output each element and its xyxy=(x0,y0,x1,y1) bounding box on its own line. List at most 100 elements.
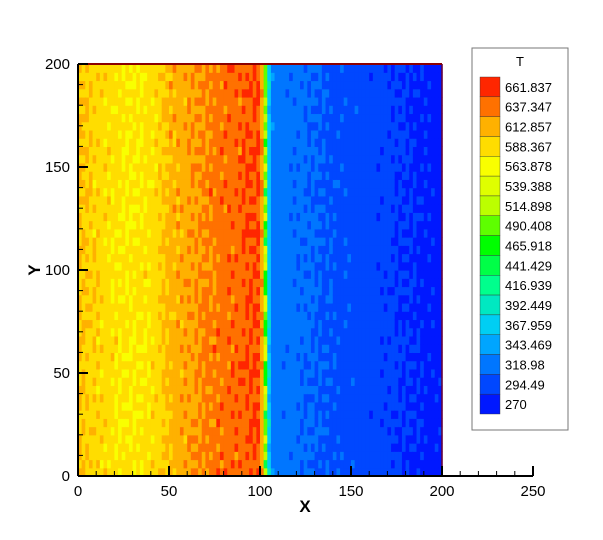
heatmap-cell xyxy=(438,237,443,246)
heatmap-cell xyxy=(96,121,101,131)
heatmap-cell xyxy=(88,154,94,164)
heatmap-cell xyxy=(398,88,403,98)
heatmap-cell xyxy=(249,171,254,180)
heatmap-cell xyxy=(147,129,152,139)
heatmap-cell xyxy=(394,171,399,180)
heatmap-cell xyxy=(394,368,399,378)
heatmap-cell xyxy=(376,368,381,378)
heatmap-cell xyxy=(329,410,334,419)
heatmap-cell xyxy=(372,154,378,164)
heatmap-cell xyxy=(412,418,418,428)
heatmap-cell xyxy=(270,451,276,461)
heatmap-cell xyxy=(270,393,276,403)
heatmap-cell xyxy=(354,385,359,395)
heatmap-cell xyxy=(110,377,115,386)
heatmap-cell xyxy=(405,146,410,156)
heatmap-cell xyxy=(169,401,174,411)
heatmap-cell xyxy=(347,228,352,238)
heatmap-cell xyxy=(219,286,225,296)
heatmap-cell xyxy=(285,451,290,461)
heatmap-cell xyxy=(296,426,301,436)
heatmap-cell xyxy=(285,220,290,230)
heatmap-cell xyxy=(267,96,272,106)
heatmap-cell xyxy=(154,138,159,147)
heatmap-cell xyxy=(329,129,334,139)
heatmap-cell xyxy=(409,385,414,395)
heatmap-cell xyxy=(121,360,126,370)
heatmap-cell xyxy=(329,270,334,279)
heatmap-cell xyxy=(194,344,199,353)
heatmap-cell xyxy=(139,195,145,205)
heatmap-cell xyxy=(281,443,287,452)
heatmap-cell xyxy=(270,220,276,230)
heatmap-cell xyxy=(270,64,276,73)
heatmap-cell xyxy=(281,278,287,288)
heatmap-cell xyxy=(260,302,265,312)
heatmap-cell xyxy=(154,162,159,172)
heatmap-cell xyxy=(420,113,425,123)
heatmap-cell xyxy=(391,138,396,147)
heatmap-cell xyxy=(147,154,152,164)
heatmap-cell xyxy=(270,129,276,139)
heatmap-cell xyxy=(147,401,152,411)
heatmap-cell xyxy=(347,146,352,156)
heatmap-cell xyxy=(201,286,206,296)
heatmap-cell xyxy=(205,368,210,378)
heatmap-cell xyxy=(256,459,261,469)
heatmap-cell xyxy=(427,270,432,279)
heatmap-cell xyxy=(99,418,105,428)
heatmap-cell xyxy=(121,187,126,197)
heatmap-cell xyxy=(260,393,265,403)
heatmap-cell xyxy=(78,129,83,139)
heatmap-cell xyxy=(96,179,101,189)
heatmap-cell xyxy=(401,410,407,419)
heatmap-cell xyxy=(190,385,196,395)
heatmap-cell xyxy=(380,426,385,436)
heatmap-cell xyxy=(431,253,436,263)
heatmap-cell xyxy=(165,401,170,411)
heatmap-cell xyxy=(296,270,301,279)
heatmap-cell xyxy=(383,72,388,82)
heatmap-cell xyxy=(245,154,250,164)
heatmap-cell xyxy=(423,129,429,139)
heatmap-cell xyxy=(278,179,283,189)
heatmap-cell xyxy=(92,311,97,321)
heatmap-cell xyxy=(296,195,301,205)
heatmap-cell xyxy=(412,278,418,288)
heatmap-cell xyxy=(103,253,108,263)
heatmap-cell xyxy=(125,294,130,304)
heatmap-cell xyxy=(179,401,185,411)
heatmap-cell xyxy=(372,187,378,197)
heatmap-cell xyxy=(223,385,228,395)
heatmap-cell xyxy=(223,138,228,147)
heatmap-cell xyxy=(245,96,250,106)
heatmap-cell xyxy=(183,261,188,271)
heatmap-cell xyxy=(383,459,388,469)
heatmap-cell xyxy=(238,80,243,90)
heatmap-cell xyxy=(234,311,239,321)
heatmap-cell xyxy=(139,105,145,115)
heatmap-cell xyxy=(212,327,217,337)
heatmap-cell xyxy=(114,311,119,321)
heatmap-cell xyxy=(405,171,410,180)
heatmap-cell xyxy=(154,179,159,189)
heatmap-cell xyxy=(267,195,272,205)
heatmap-cell xyxy=(132,121,137,131)
heatmap-cell xyxy=(245,360,250,370)
heatmap-cell xyxy=(281,467,287,477)
heatmap-cell xyxy=(132,88,137,98)
heatmap-cell xyxy=(110,129,115,139)
heatmap-cell xyxy=(245,80,250,90)
heatmap-cell xyxy=(369,179,374,189)
heatmap-cell xyxy=(227,179,232,189)
heatmap-cell xyxy=(172,105,177,115)
heatmap-cell xyxy=(230,443,236,452)
heatmap-cell xyxy=(143,360,148,370)
heatmap-cell xyxy=(296,467,301,477)
heatmap-cell xyxy=(387,393,392,403)
heatmap-cell xyxy=(216,459,221,469)
heatmap-cell xyxy=(401,459,407,469)
heatmap-cell xyxy=(376,459,381,469)
heatmap-cell xyxy=(187,64,192,73)
heatmap-cell xyxy=(314,212,319,222)
